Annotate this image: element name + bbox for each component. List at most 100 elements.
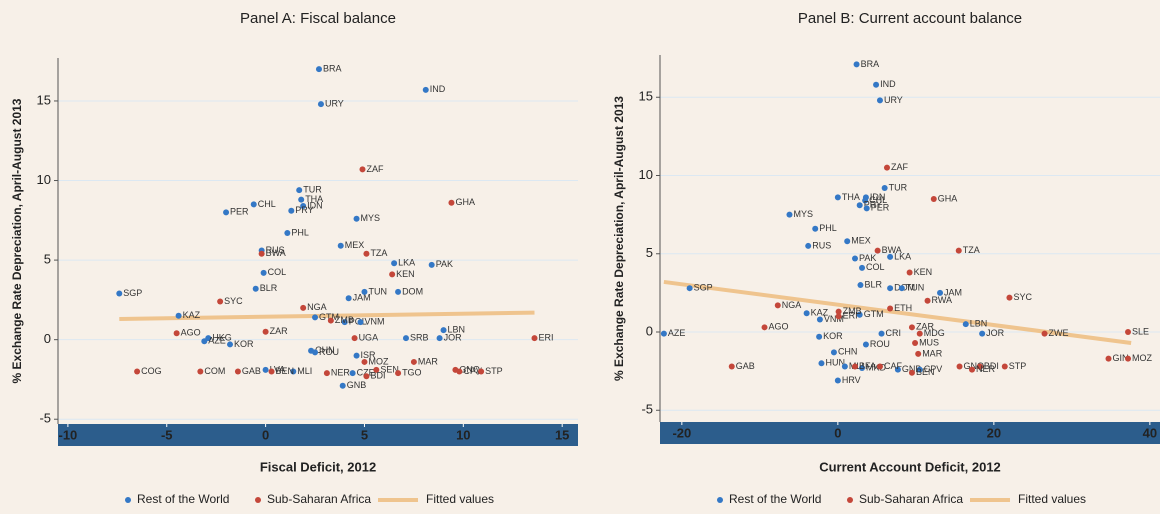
point-label: AZE bbox=[208, 336, 226, 346]
point-label: ISR bbox=[361, 350, 377, 360]
y-tick-label: 5 bbox=[646, 245, 653, 260]
y-tick-label: 15 bbox=[37, 92, 51, 107]
scatter-point bbox=[660, 330, 667, 337]
point-label: TGO bbox=[402, 367, 422, 377]
point-label: PHL bbox=[819, 223, 837, 233]
point-label: THA bbox=[305, 194, 323, 204]
legend-swatch bbox=[847, 497, 853, 503]
scatter-point bbox=[402, 335, 409, 342]
point-label: GNB bbox=[902, 364, 922, 374]
scatter-point bbox=[915, 350, 922, 357]
scatter-point bbox=[531, 335, 538, 342]
scatter-point bbox=[349, 370, 356, 377]
point-label: STP bbox=[485, 366, 503, 376]
x-tick-label: 0 bbox=[262, 427, 269, 442]
scatter-point bbox=[761, 324, 768, 331]
x-tick-label: 10 bbox=[456, 427, 470, 442]
scatter-point bbox=[916, 330, 923, 337]
point-label: THA bbox=[842, 192, 860, 202]
legend-swatch bbox=[717, 497, 723, 503]
point-label: BLR bbox=[864, 279, 882, 289]
scatter-point bbox=[373, 366, 380, 373]
point-label: ZAR bbox=[916, 322, 935, 332]
scatter-point bbox=[728, 363, 735, 370]
scatter-point bbox=[317, 101, 324, 108]
point-label: LKA bbox=[894, 251, 911, 261]
scatter-point bbox=[976, 363, 983, 370]
x-tick-label: -20 bbox=[672, 425, 691, 440]
point-label: CPV bbox=[924, 364, 943, 374]
point-label: MAR bbox=[922, 348, 943, 358]
scatter-point bbox=[1001, 363, 1008, 370]
panel-title: Panel A: Fiscal balance bbox=[240, 10, 396, 27]
scatter-point bbox=[337, 242, 344, 249]
scatter-point bbox=[883, 164, 890, 171]
point-label: KAZ bbox=[183, 310, 201, 320]
point-label: ETH bbox=[894, 303, 912, 313]
scatter-point bbox=[818, 360, 825, 367]
scatter-point bbox=[853, 61, 860, 68]
point-label: ZWE bbox=[1049, 328, 1069, 338]
point-label: BEN bbox=[276, 366, 295, 376]
point-label: KOR bbox=[823, 331, 843, 341]
scatter-point bbox=[887, 285, 894, 292]
scatter-point bbox=[962, 321, 969, 328]
scatter-point bbox=[327, 317, 334, 324]
x-tick-label: 20 bbox=[987, 425, 1001, 440]
scatter-point bbox=[227, 341, 234, 348]
point-label: RUS bbox=[812, 240, 831, 250]
point-label: HKG bbox=[212, 332, 232, 342]
scatter-point bbox=[857, 282, 864, 289]
y-axis-title: % Exchange Rate Depreciation, April-Augu… bbox=[10, 98, 24, 383]
point-label: SGP bbox=[123, 288, 142, 298]
point-label: URY bbox=[325, 99, 344, 109]
scatter-point bbox=[339, 382, 346, 389]
point-label: GTM bbox=[319, 312, 339, 322]
scatter-point bbox=[803, 310, 810, 317]
scatter-point bbox=[323, 370, 330, 377]
scatter-point bbox=[197, 368, 204, 375]
point-label: MAR bbox=[418, 356, 439, 366]
scatter-point bbox=[856, 311, 863, 318]
y-tick-label: 15 bbox=[639, 89, 653, 104]
scatter-point bbox=[908, 324, 915, 331]
y-tick-label: -5 bbox=[39, 411, 51, 426]
point-label: CHL bbox=[869, 195, 887, 205]
scatter-point bbox=[395, 288, 402, 295]
scatter-point bbox=[859, 365, 866, 372]
point-label: MUS bbox=[919, 337, 939, 347]
scatter-point bbox=[876, 97, 883, 104]
point-label: GTM bbox=[864, 309, 884, 319]
point-label: GHA bbox=[938, 193, 958, 203]
scatter-point bbox=[363, 250, 370, 257]
point-label: MDG bbox=[924, 328, 945, 338]
scatter-point bbox=[428, 261, 435, 268]
scatter-point bbox=[774, 302, 781, 309]
scatter-point bbox=[856, 202, 863, 209]
point-label: GAB bbox=[736, 361, 755, 371]
scatter-point bbox=[908, 369, 915, 376]
point-label: TZA bbox=[370, 248, 387, 258]
point-label: NGA bbox=[782, 300, 802, 310]
scatter-point bbox=[312, 314, 319, 321]
scatter-point bbox=[816, 333, 823, 340]
scatter-point bbox=[930, 195, 937, 202]
scatter-point bbox=[223, 209, 230, 216]
point-label: GIN bbox=[1113, 353, 1129, 363]
y-tick-label: 0 bbox=[646, 323, 653, 338]
scatter-point bbox=[422, 86, 429, 93]
point-label: ROU bbox=[319, 347, 339, 357]
point-label: ZAF bbox=[366, 164, 384, 174]
scatter-point bbox=[916, 366, 923, 373]
point-label: SLE bbox=[1132, 326, 1149, 336]
point-label: CAF bbox=[884, 361, 903, 371]
x-axis-band bbox=[660, 422, 1160, 444]
legend-label: Sub-Saharan Africa bbox=[267, 492, 371, 506]
point-label: BRA bbox=[861, 59, 880, 69]
point-label: PER bbox=[871, 203, 890, 213]
point-label: LBN bbox=[970, 319, 988, 329]
scatter-point bbox=[391, 260, 398, 267]
point-label: ERI bbox=[843, 311, 858, 321]
point-label: COG bbox=[141, 366, 162, 376]
scatter-point bbox=[834, 194, 841, 201]
